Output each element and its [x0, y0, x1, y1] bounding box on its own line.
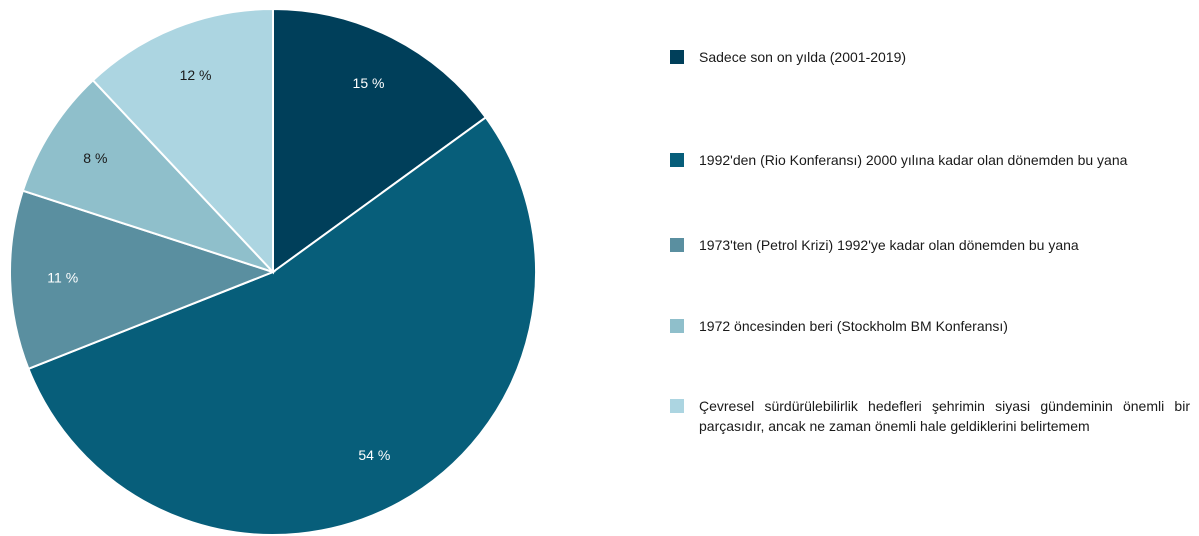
- legend-swatch: [670, 50, 684, 64]
- slice-label: 8 %: [83, 150, 107, 166]
- slice-label: 11 %: [47, 269, 78, 285]
- legend-label: 1972 öncesinden beri (Stockholm BM Konfe…: [699, 318, 1008, 334]
- legend-swatch: [670, 399, 684, 413]
- legend-label: 1992'den (Rio Konferansı) 2000 yılına ka…: [699, 152, 1128, 168]
- legend-swatch: [670, 319, 684, 333]
- legend-label: Sadece son on yılda (2001-2019): [699, 49, 907, 65]
- slice-label: 15 %: [353, 75, 385, 91]
- legend-label: 1973'ten (Petrol Krizi) 1992'ye kadar ol…: [699, 237, 1079, 253]
- pie-slice: [21, 78, 274, 273]
- legend-item: 1973'ten (Petrol Krizi) 1992'ye kadar ol…: [670, 235, 1190, 255]
- pie-slice: [9, 189, 276, 371]
- legend-item: 1992'den (Rio Konferansı) 2000 yılına ka…: [670, 150, 1190, 170]
- slice-label: 54 %: [358, 447, 390, 463]
- slice-label: 12 %: [180, 67, 212, 83]
- pie-chart: 15 % 54 % 11 % 8 % 12 %: [9, 7, 537, 536]
- legend-label: Çevresel sürdürülebilirlik hedefleri şeh…: [699, 398, 1190, 434]
- legend-swatch: [670, 153, 684, 167]
- legend-item: 1972 öncesinden beri (Stockholm BM Konfe…: [670, 316, 1190, 336]
- pie-slice: [91, 7, 274, 275]
- legend-item: Çevresel sürdürülebilirlik hedefleri şeh…: [670, 396, 1190, 436]
- pie-slice: [272, 7, 488, 274]
- legend-swatch: [670, 238, 684, 252]
- pie-slice: [27, 116, 537, 536]
- legend-item: Sadece son on yılda (2001-2019): [670, 47, 1190, 67]
